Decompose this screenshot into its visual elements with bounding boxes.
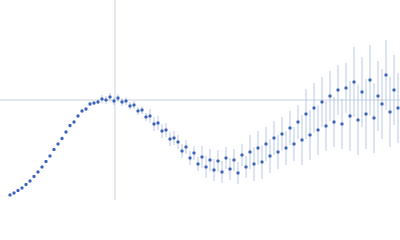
- data-point: [200, 155, 204, 159]
- data-point: [180, 149, 184, 153]
- data-point: [140, 108, 144, 112]
- data-point: [296, 120, 300, 124]
- data-point: [264, 142, 268, 146]
- data-point: [332, 120, 336, 124]
- data-point: [272, 136, 276, 140]
- data-point: [16, 188, 20, 193]
- data-point: [268, 154, 272, 158]
- data-point: [248, 150, 252, 154]
- data-point: [60, 136, 64, 141]
- data-point: [212, 168, 216, 172]
- data-point: [388, 110, 392, 114]
- data-point: [72, 120, 76, 124]
- data-point: [380, 102, 384, 106]
- data-point: [360, 90, 364, 94]
- data-point: [308, 133, 312, 137]
- data-point: [36, 170, 40, 174]
- data-point: [280, 132, 284, 136]
- data-point: [92, 101, 96, 105]
- data-point: [204, 165, 208, 169]
- data-point: [292, 142, 296, 146]
- data-point: [100, 97, 104, 101]
- data-point: [176, 140, 180, 144]
- data-point: [116, 96, 120, 100]
- data-point: [84, 107, 88, 111]
- data-point: [328, 94, 332, 98]
- data-point: [96, 100, 100, 104]
- data-point: [188, 156, 192, 160]
- data-point: [12, 191, 16, 195]
- data-point: [160, 129, 164, 133]
- data-point: [220, 170, 224, 174]
- data-point: [120, 100, 124, 104]
- data-point: [196, 162, 200, 166]
- data-point: [260, 160, 264, 164]
- data-point: [104, 98, 108, 102]
- data-point: [40, 165, 44, 169]
- data-point: [20, 186, 24, 190]
- data-point: [300, 138, 304, 142]
- data-point: [128, 104, 132, 108]
- data-point: [240, 153, 244, 157]
- data-point: [336, 88, 340, 92]
- data-point: [376, 94, 380, 98]
- data-point: [352, 80, 356, 84]
- data-point: [144, 115, 148, 119]
- data-point: [132, 103, 136, 107]
- data-point: [32, 174, 36, 179]
- data-point: [48, 154, 52, 158]
- data-point: [312, 106, 316, 110]
- data-point: [232, 158, 236, 162]
- data-point: [88, 102, 92, 106]
- data-point: [184, 145, 188, 149]
- data-point: [276, 150, 280, 154]
- data-point: [344, 86, 348, 90]
- data-point: [288, 126, 292, 130]
- data-point: [192, 151, 196, 155]
- data-point: [396, 106, 400, 110]
- data-point: [28, 179, 32, 183]
- data-point: [256, 146, 260, 150]
- data-point: [284, 146, 288, 150]
- data-point: [108, 95, 112, 99]
- data-point: [76, 114, 80, 118]
- data-point: [80, 109, 84, 113]
- data-point: [56, 142, 60, 146]
- data-point: [228, 167, 232, 171]
- data-point: [392, 88, 396, 92]
- data-point: [156, 121, 160, 125]
- data-point: [124, 99, 128, 103]
- data-point: [372, 116, 376, 120]
- data-point: [152, 122, 156, 126]
- data-point: [356, 118, 360, 122]
- data-point: [348, 114, 352, 118]
- data-point: [136, 109, 140, 113]
- data-point: [112, 99, 116, 103]
- data-point: [364, 112, 368, 116]
- data-point: [168, 137, 172, 141]
- data-point: [24, 182, 28, 187]
- data-point: [252, 162, 256, 166]
- data-point: [340, 122, 344, 126]
- data-point: [172, 136, 176, 140]
- data-point: [8, 193, 12, 197]
- data-point: [44, 159, 48, 164]
- data-point: [224, 156, 228, 160]
- data-point: [52, 147, 56, 152]
- data-point: [68, 123, 72, 128]
- data-point: [368, 78, 372, 82]
- data-point: [324, 124, 328, 128]
- data-point: [304, 112, 308, 116]
- data-point: [320, 100, 324, 104]
- data-point: [208, 158, 212, 162]
- data-point: [244, 165, 248, 169]
- data-point: [64, 130, 68, 134]
- data-point: [316, 128, 320, 132]
- chart: [0, 0, 400, 200]
- data-point: [236, 171, 240, 175]
- data-point: [148, 114, 152, 118]
- data-point: [216, 159, 220, 163]
- data-point: [384, 73, 388, 77]
- data-point: [164, 128, 168, 132]
